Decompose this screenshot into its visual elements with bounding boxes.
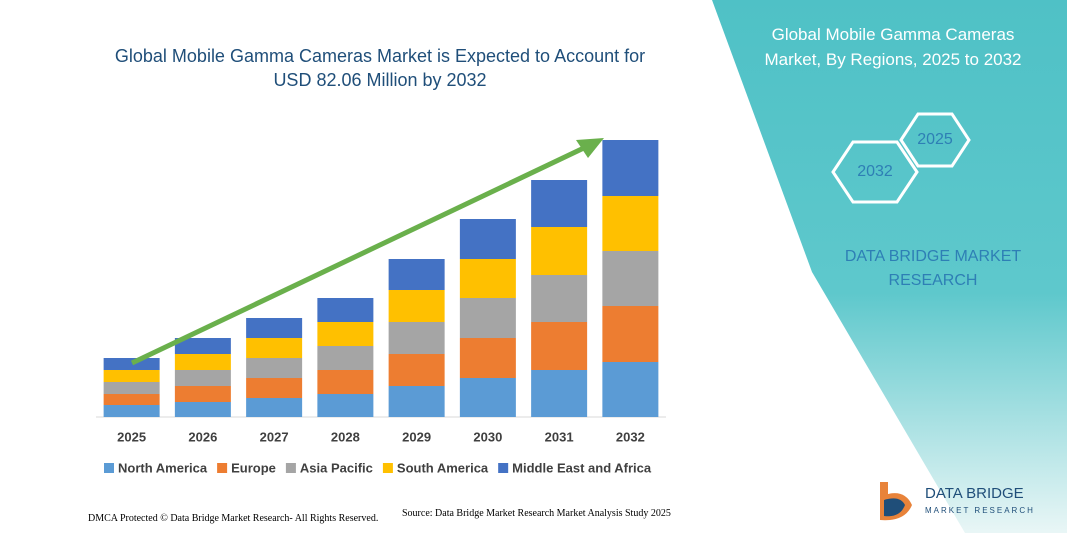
logo (880, 482, 912, 521)
bar-segment (103, 394, 160, 405)
bar-segment (459, 219, 516, 259)
hexagon (899, 112, 971, 168)
bar-segment (531, 370, 588, 417)
bar-segment (174, 370, 231, 386)
bar-segment (174, 354, 231, 370)
hexagon-label: 2025 (917, 131, 953, 148)
legend-label: North America (118, 460, 208, 475)
bar-segment (103, 370, 160, 382)
bar-segment (602, 196, 659, 251)
bar-segment (246, 398, 303, 417)
brand-text: DATA BRIDGE MARKET RESEARCH (844, 248, 1022, 289)
bar-segment (388, 386, 445, 417)
dmca-note: DMCA Protected © Data Bridge Market Rese… (88, 513, 379, 524)
x-tick-label: 2028 (331, 429, 360, 444)
bar-segment (246, 318, 303, 338)
bar-segment (174, 402, 231, 417)
bar-segment (246, 358, 303, 378)
bar-segment (317, 346, 374, 370)
bar-segment (459, 259, 516, 298)
bar-segment (602, 362, 659, 417)
x-tick-label: 2032 (616, 429, 645, 444)
bar-segment (103, 358, 160, 370)
legend-swatch (285, 463, 296, 473)
bar-segment (602, 306, 659, 362)
bar-segment (531, 227, 588, 275)
bar-segment (103, 405, 160, 417)
source-note: Source: Data Bridge Market Research Mark… (402, 508, 671, 519)
bar-segment (388, 322, 445, 354)
legend-swatch (382, 463, 393, 473)
bar-segment (317, 322, 374, 346)
bar-segment (246, 378, 303, 398)
legend-label: Europe (231, 460, 276, 475)
x-tick-label: 2025 (117, 429, 146, 444)
bar-segment (317, 394, 374, 417)
bar-segment (459, 298, 516, 338)
logo-name: DATA BRIDGE (925, 485, 1024, 502)
bar-segment (103, 382, 160, 394)
bar-segment (602, 251, 659, 306)
x-tick-label: 2030 (473, 429, 502, 444)
bar-segment (531, 275, 588, 322)
legend-swatch (498, 463, 509, 473)
arrow-head (576, 138, 604, 158)
legend-label: South America (397, 460, 489, 475)
bar-segment (459, 338, 516, 378)
x-tick-label: 2029 (402, 429, 431, 444)
bar-segment (174, 338, 231, 354)
bar-segment (317, 298, 374, 322)
legend-label: Middle East and Africa (512, 460, 652, 475)
bar-segment (246, 338, 303, 358)
bar-segment (531, 322, 588, 370)
x-tick-label: 2031 (545, 429, 574, 444)
chart-title: Global Mobile Gamma Cameras Market is Ex… (114, 46, 646, 90)
bar-segment (174, 386, 231, 402)
bar-segment (602, 140, 659, 196)
hexagon-label: 2032 (857, 163, 893, 180)
legend-swatch (104, 463, 114, 473)
legend-swatch (217, 463, 228, 473)
hexagon (831, 140, 919, 204)
x-tick-label: 2026 (188, 429, 217, 444)
bar-segment (317, 370, 374, 394)
trend-arrow (130, 143, 590, 366)
bar-segment (388, 290, 445, 322)
bar-segment (531, 180, 588, 227)
bar-segment (388, 259, 445, 290)
logo-tagline: MARKET RESEARCH (925, 506, 1035, 515)
side-panel (712, 0, 1067, 533)
x-tick-label: 2027 (260, 429, 289, 444)
bar-segment (388, 354, 445, 386)
panel-title: Global Mobile Gamma Cameras Market, By R… (764, 25, 1022, 69)
bar-segment (459, 378, 516, 417)
legend-label: Asia Pacific (300, 460, 373, 475)
